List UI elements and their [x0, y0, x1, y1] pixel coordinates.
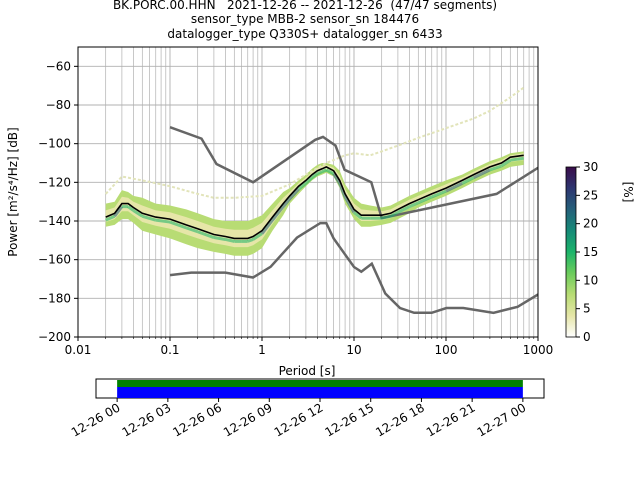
pdf-core-segment — [297, 182, 307, 191]
pdf-core-segment — [510, 156, 524, 162]
faint-upper-trace — [104, 86, 525, 199]
x-tick-label: 1000 — [523, 343, 554, 357]
pdf-core-segment — [113, 205, 124, 218]
timeline-tick-label: 12-26 06 — [170, 400, 224, 439]
title-line-3: datalogger_type Q330S+ datalogger_sn 643… — [167, 27, 443, 41]
x-tick-label: 100 — [435, 343, 458, 357]
pdf-core-segment — [225, 238, 235, 243]
plot-frame — [77, 46, 539, 338]
colorbar-strip — [565, 166, 577, 338]
colorbar-tick-label: 10 — [583, 273, 598, 287]
timeline-tick-label: 12-26 15 — [322, 400, 376, 439]
noise-model-high-line — [169, 126, 538, 220]
title-line-2: sensor_type MBB-2 sensor_sn 184476 — [190, 12, 420, 26]
pdf-core-segment — [105, 214, 116, 222]
pdf-core-segment — [431, 189, 447, 199]
pdf-core-segment — [321, 168, 327, 174]
y-tick-label: −160 — [38, 253, 71, 267]
colorbar-tick-label: 5 — [583, 302, 591, 316]
timeline-tick-label: 12-26 21 — [424, 400, 478, 439]
colorbar-tick-label: 0 — [583, 330, 591, 344]
y-tick-label: −100 — [38, 137, 71, 151]
pdf-core-segment — [389, 211, 399, 218]
pdf-core-segment — [316, 170, 323, 176]
colorbar-tick-label: 20 — [583, 217, 598, 231]
pdf-core-segment — [381, 214, 391, 220]
x-tick-label: 0.1 — [160, 343, 179, 357]
x-axis-label: Period [s] — [279, 364, 336, 378]
pdf-core-segment — [417, 195, 433, 205]
pdf-core-segment — [338, 182, 347, 198]
colorbar-tick-label: 25 — [583, 188, 598, 202]
pdf-core-segment — [343, 196, 356, 214]
pdf-core-segment — [132, 209, 144, 218]
y-axis-label: Power [m²/s⁴/Hz] [dB] — [6, 127, 20, 256]
pdf-core-segment — [213, 236, 226, 241]
timeline-tick-label: 12-26 03 — [120, 400, 174, 439]
pdf-core-segment — [353, 211, 363, 220]
noise-model-low-line — [169, 221, 538, 315]
pdf-core-segment — [397, 205, 411, 214]
pdf-core-segment — [127, 205, 135, 212]
pdf-core-segment — [197, 230, 215, 239]
x-tick-label: 10 — [346, 343, 361, 357]
pdf-core-segment — [252, 232, 263, 241]
y-axis: −200 −180 −160 −140 −120 −100 −80 −60 — [38, 59, 78, 344]
title-line-1: BK.PORC.00.HHN 2021-12-26 -- 2021-12-26 … — [112, 0, 498, 12]
plot-area — [104, 86, 538, 315]
colorbar: 0 5 10 15 20 25 30 [%] — [565, 160, 635, 344]
pdf-core-segment — [489, 164, 502, 172]
pdf-core-segment — [325, 168, 335, 176]
mode-curve-line — [105, 154, 524, 240]
pdf-core-segment — [304, 176, 314, 185]
pdf-core-segment — [461, 176, 475, 185]
y-tick-label: −80 — [46, 98, 71, 112]
pdf-core-segment — [169, 220, 187, 230]
colorbar-tick-label: 30 — [583, 160, 598, 174]
x-tick-label: 0.01 — [65, 343, 92, 357]
y-tick-label: −140 — [38, 214, 71, 228]
grid — [77, 47, 538, 338]
colorbar-tick-label: 15 — [583, 245, 598, 259]
y-tick-label: −200 — [38, 330, 71, 344]
pdf-core-segment — [500, 158, 512, 168]
pdf-core-segment — [141, 214, 157, 222]
pdf-core-segment — [271, 205, 285, 222]
pdf-core-segment — [247, 238, 254, 243]
colorbar-label: [%] — [621, 182, 635, 203]
y-tick-label: −180 — [38, 291, 71, 305]
x-axis: 0.01 0.1 1 10 100 1000 — [65, 337, 554, 357]
timeline-coverage-blue — [117, 387, 523, 398]
pdf-core-segment — [311, 172, 319, 179]
timeline-tick-label: 12-26 00 — [69, 400, 123, 439]
timeline-tick-label: 12-26 18 — [373, 400, 427, 439]
timeline-tick-label: 12-26 09 — [221, 400, 275, 439]
pdf-core-segment — [282, 197, 291, 208]
y-tick-label: −120 — [38, 175, 71, 189]
pdf-core-segment — [445, 182, 463, 193]
pdf-core-segment — [408, 201, 419, 208]
pdf-core-segment — [155, 218, 171, 224]
pdf-core-segment — [185, 226, 199, 234]
pdf-core-segment — [332, 172, 342, 185]
x-tick-label: 1 — [258, 343, 266, 357]
timeline-tick-label: 12-26 12 — [272, 400, 326, 439]
pdf-core-segment — [288, 188, 300, 200]
timeline-coverage-green — [117, 380, 523, 387]
pdf-core-segment — [473, 168, 491, 179]
colorbar-ticks: 0 5 10 15 20 25 30 — [576, 160, 598, 344]
timeline-tick-label: 12-27 00 — [475, 400, 529, 439]
y-tick-label: −60 — [46, 59, 71, 73]
pdf-band-outer — [105, 151, 524, 256]
pdf-core-segment — [260, 219, 274, 235]
